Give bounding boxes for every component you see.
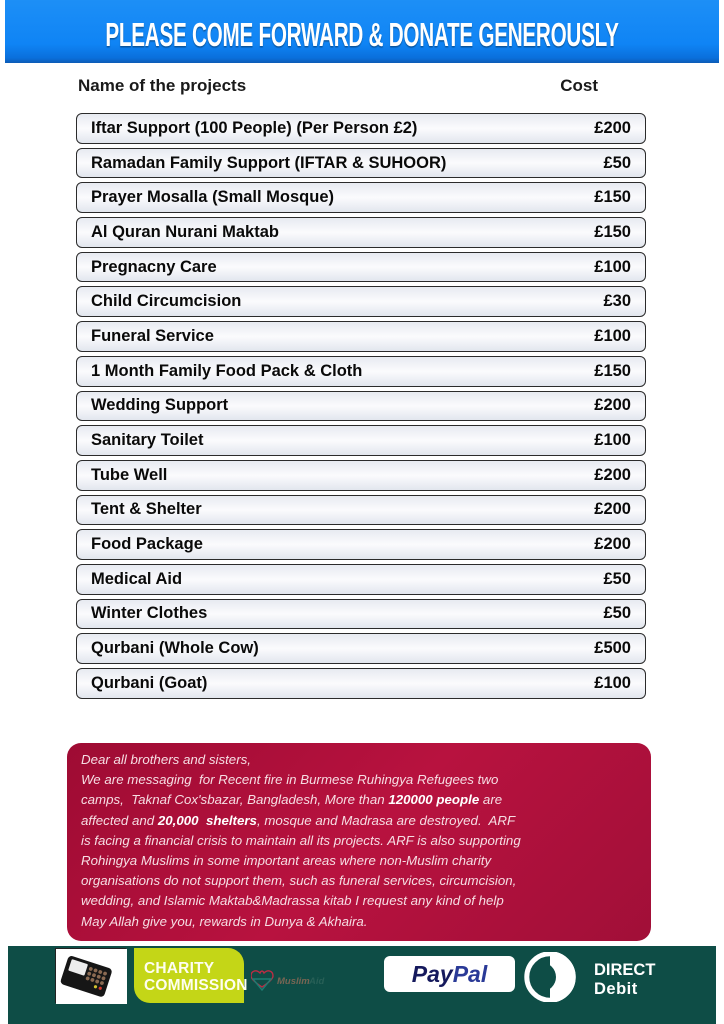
svg-text:Aid: Aid	[308, 976, 325, 987]
svg-text:Debit: Debit	[594, 980, 638, 998]
svg-text:Muslim: Muslim	[277, 976, 310, 987]
svg-text:DIRECT: DIRECT	[594, 961, 655, 979]
